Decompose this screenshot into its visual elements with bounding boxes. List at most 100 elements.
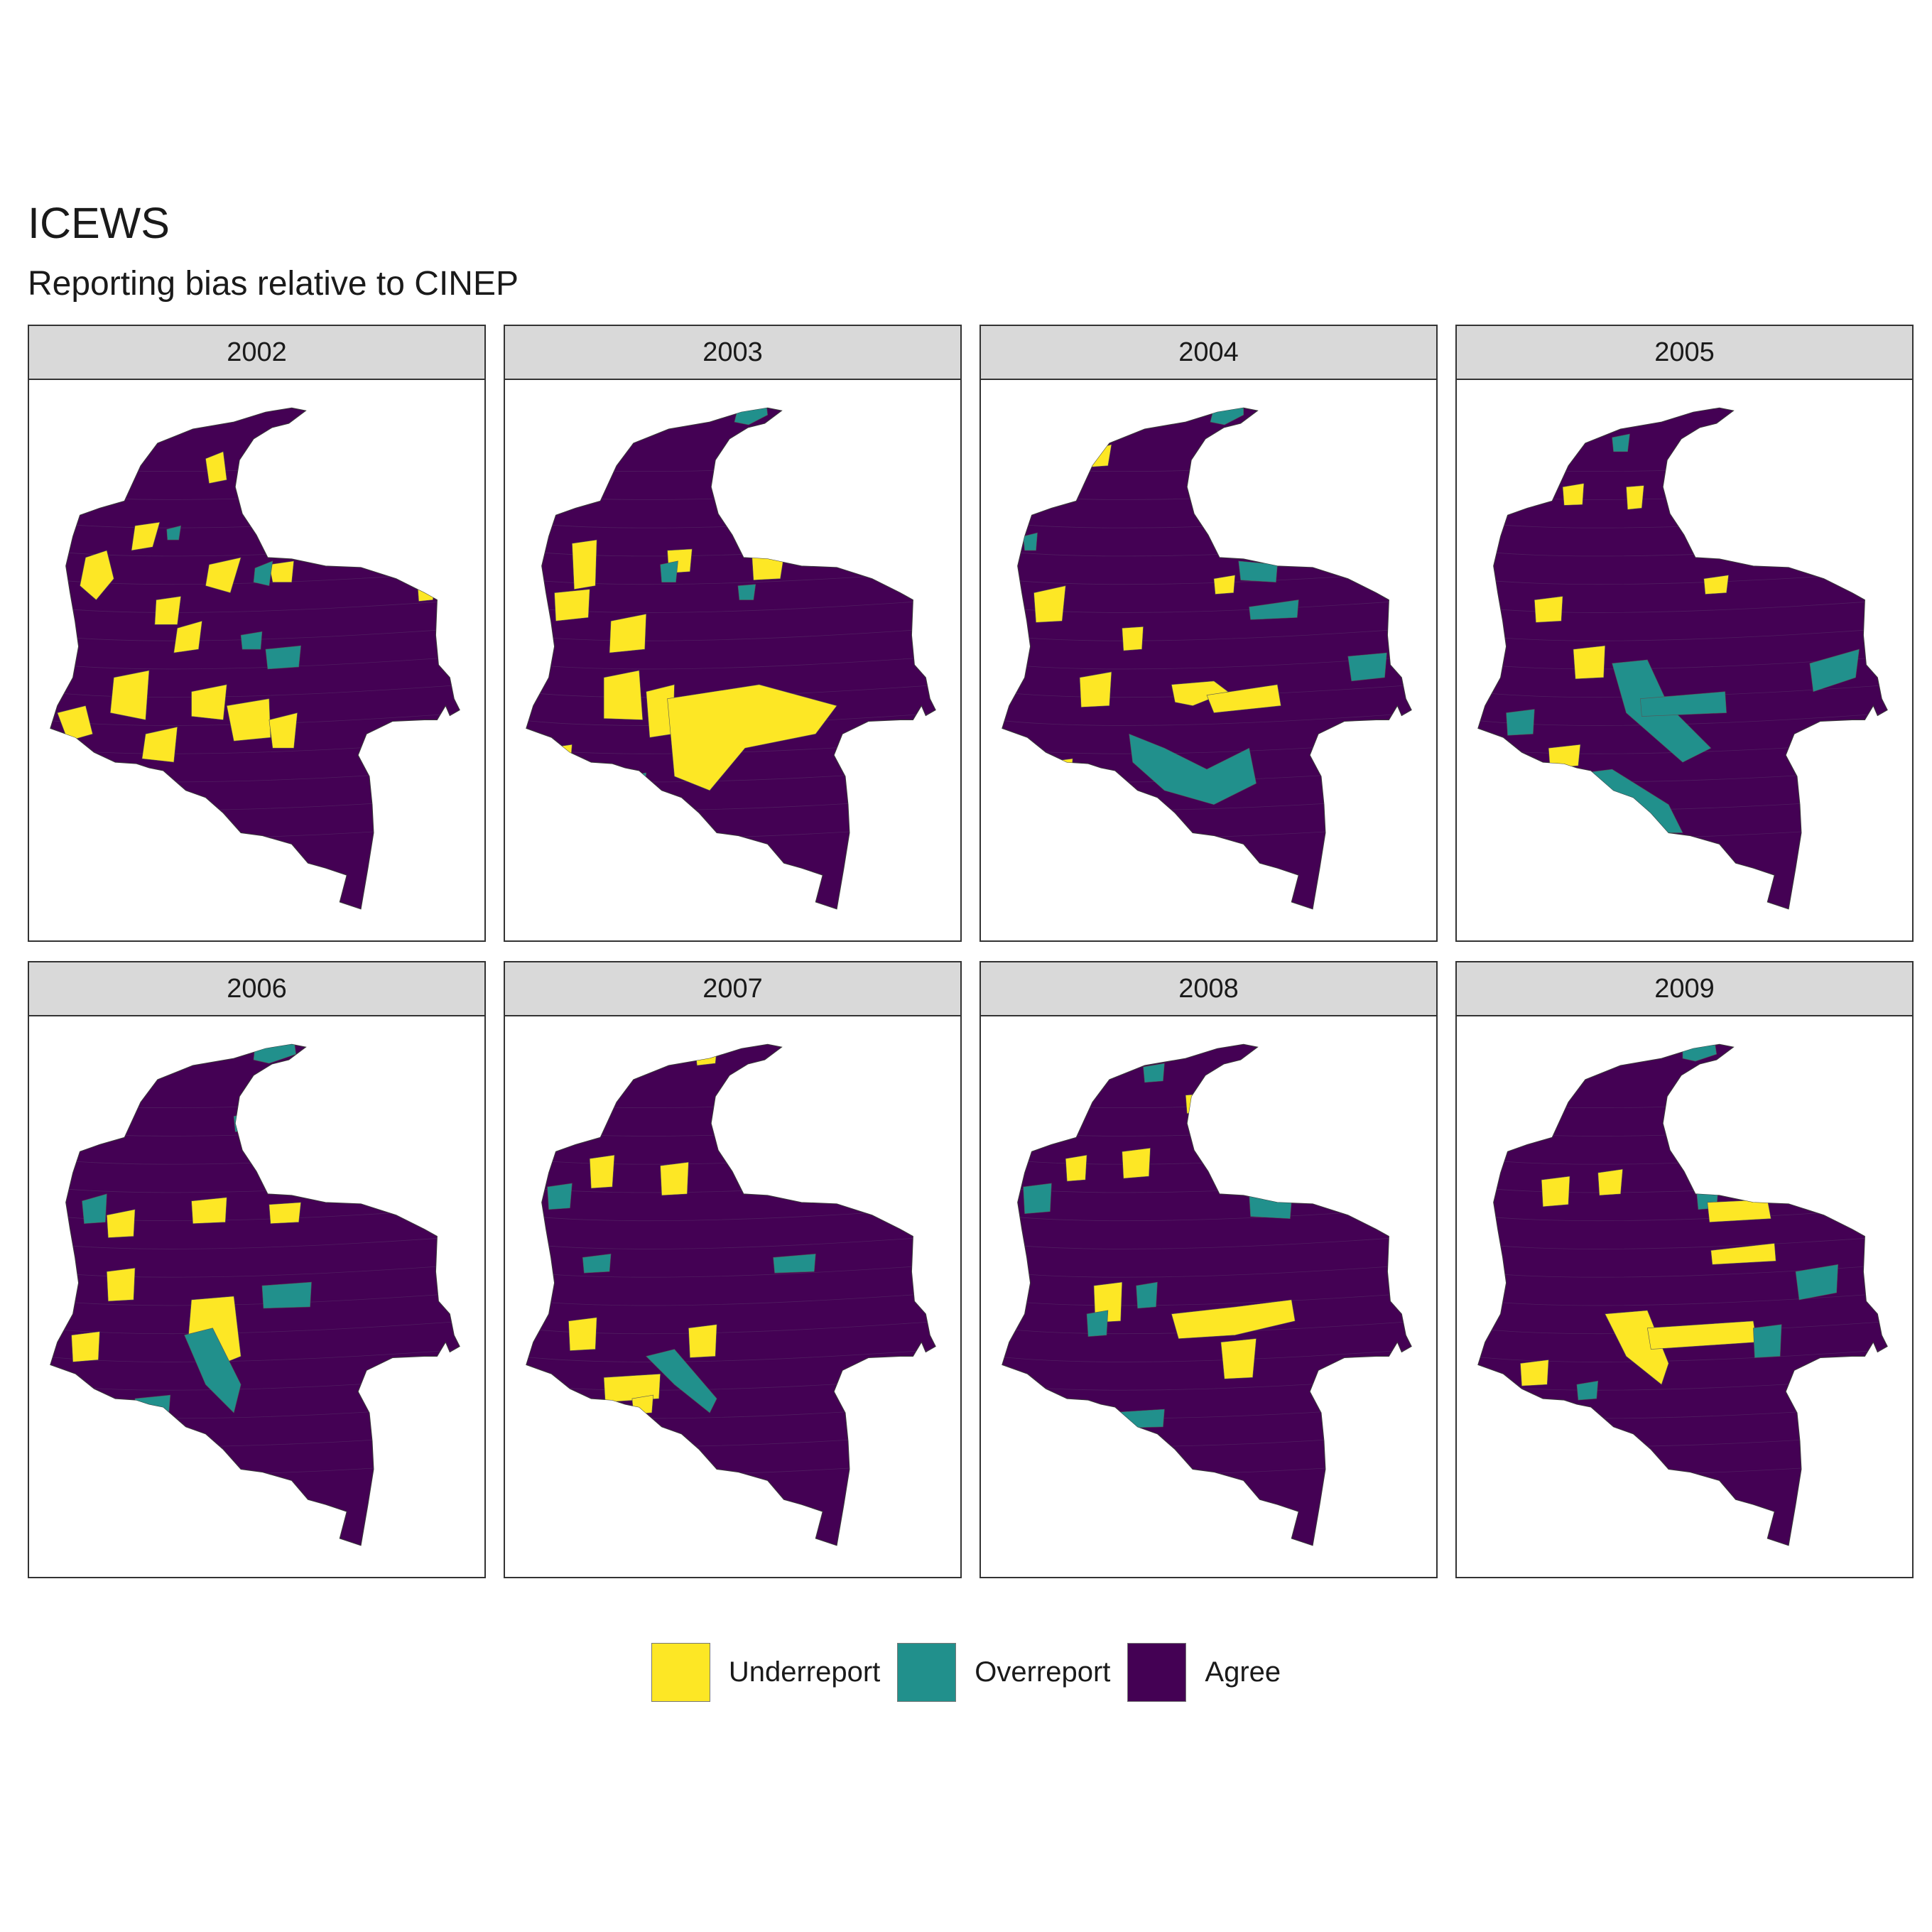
map-svg-2005: [1477, 407, 1888, 910]
region-underreport: [109, 670, 150, 720]
region-underreport: [107, 1267, 136, 1302]
region-underreport: [107, 1209, 136, 1238]
region-underreport: [1562, 483, 1585, 506]
region-overreport: [660, 560, 678, 582]
country-outline: [526, 1043, 936, 1546]
region-underreport: [1597, 1168, 1623, 1196]
country-outline: [50, 1043, 460, 1546]
map-2007: [504, 1016, 962, 1578]
region-underreport: [417, 578, 435, 602]
region-underreport: [1086, 444, 1112, 468]
map-svg-2003: [526, 407, 936, 910]
region-underreport: [1002, 1380, 1027, 1408]
region-underreport: [1703, 575, 1729, 595]
region-underreport: [71, 1331, 100, 1362]
map-svg-2004: [1002, 407, 1412, 910]
legend-item-overreport: Overreport: [897, 1643, 1110, 1702]
region-overreport: [646, 1349, 717, 1413]
region-underreport: [1710, 1243, 1776, 1265]
region-underreport: [1534, 596, 1563, 623]
region-overreport: [134, 1394, 171, 1415]
map-2005: [1455, 380, 1914, 942]
legend-item-underreport: Underreport: [651, 1643, 880, 1702]
region-overreport: [261, 1281, 312, 1309]
region-overreport: [184, 1328, 242, 1413]
facet-strip-2003: 2003: [504, 325, 962, 380]
region-underreport: [667, 684, 837, 791]
region-overreport: [773, 1254, 816, 1274]
legend-item-agree: Agree: [1127, 1643, 1281, 1702]
region-overreport: [240, 631, 263, 650]
region-underreport: [609, 614, 647, 653]
region-underreport: [660, 1161, 689, 1196]
region-underreport: [1220, 1338, 1257, 1379]
region-underreport: [205, 451, 227, 484]
region-underreport: [1122, 626, 1144, 651]
region-overreport: [1023, 532, 1038, 551]
region-overreport: [1086, 1310, 1109, 1337]
legend-key-agree: [1127, 1643, 1187, 1702]
map-svg-2008: [1002, 1043, 1412, 1546]
region-underreport: [568, 1317, 597, 1351]
region-underreport: [1171, 1299, 1296, 1339]
panel-2002: 2002: [28, 325, 486, 942]
region-underreport: [1065, 1154, 1087, 1182]
region-overreport: [1576, 1380, 1599, 1401]
region-underreport: [603, 1374, 661, 1403]
map-2003: [504, 380, 962, 942]
legend-key-underreport: [651, 1643, 710, 1702]
facet-strip-2005: 2005: [1455, 325, 1914, 380]
region-underreport: [1033, 585, 1066, 623]
region-underreport: [1044, 758, 1073, 783]
region-overreport: [82, 1193, 107, 1224]
facet-strip-2004: 2004: [979, 325, 1438, 380]
country-outline: [1477, 407, 1888, 910]
region-underreport: [268, 560, 295, 582]
region-overreport: [1023, 1183, 1052, 1215]
region-overreport: [1107, 1409, 1165, 1429]
region-underreport: [688, 1324, 717, 1358]
region-underreport: [1005, 744, 1032, 771]
map-2006: [28, 1016, 486, 1578]
region-underreport: [603, 670, 644, 720]
region-overreport: [1136, 1281, 1158, 1309]
region-underreport: [1548, 744, 1581, 769]
region-overreport: [1668, 492, 1683, 510]
panel-2007: 2007: [504, 961, 962, 1578]
region-overreport: [265, 645, 301, 670]
region-underreport: [205, 557, 242, 593]
region-underreport: [131, 521, 161, 551]
legend-label-overreport: Overreport: [975, 1656, 1111, 1688]
country-outline: [1002, 407, 1412, 910]
region-underreport: [191, 1197, 227, 1224]
region-underreport: [1668, 1122, 1683, 1146]
country-outline: [50, 407, 460, 910]
facet-strip-2006: 2006: [28, 961, 486, 1016]
region-underreport: [154, 596, 182, 625]
map-2009: [1455, 1016, 1914, 1578]
region-underreport: [1626, 485, 1644, 510]
region-underreport: [1185, 1093, 1208, 1114]
country-outline: [526, 407, 936, 910]
region-overreport: [734, 408, 769, 425]
region-overreport: [1809, 648, 1860, 693]
facet-strip-2007: 2007: [504, 961, 962, 1016]
region-underreport: [1707, 1199, 1771, 1222]
country-outline: [1002, 1043, 1412, 1546]
region-underreport: [1206, 684, 1281, 713]
map-svg-2007: [526, 1043, 936, 1546]
panel-2008: 2008: [979, 961, 1438, 1578]
region-overreport: [166, 525, 182, 541]
region-underreport: [226, 698, 271, 742]
region-overreport: [624, 772, 647, 788]
region-underreport: [695, 1048, 717, 1066]
region-overreport: [533, 1394, 555, 1415]
region-underreport: [1520, 1360, 1549, 1386]
region-underreport: [57, 705, 93, 742]
region-overreport: [737, 584, 756, 600]
region-underreport: [572, 539, 597, 590]
region-underreport: [268, 712, 298, 749]
region-underreport: [1541, 1176, 1570, 1208]
region-underreport: [1079, 671, 1112, 707]
region-overreport: [1347, 652, 1387, 682]
